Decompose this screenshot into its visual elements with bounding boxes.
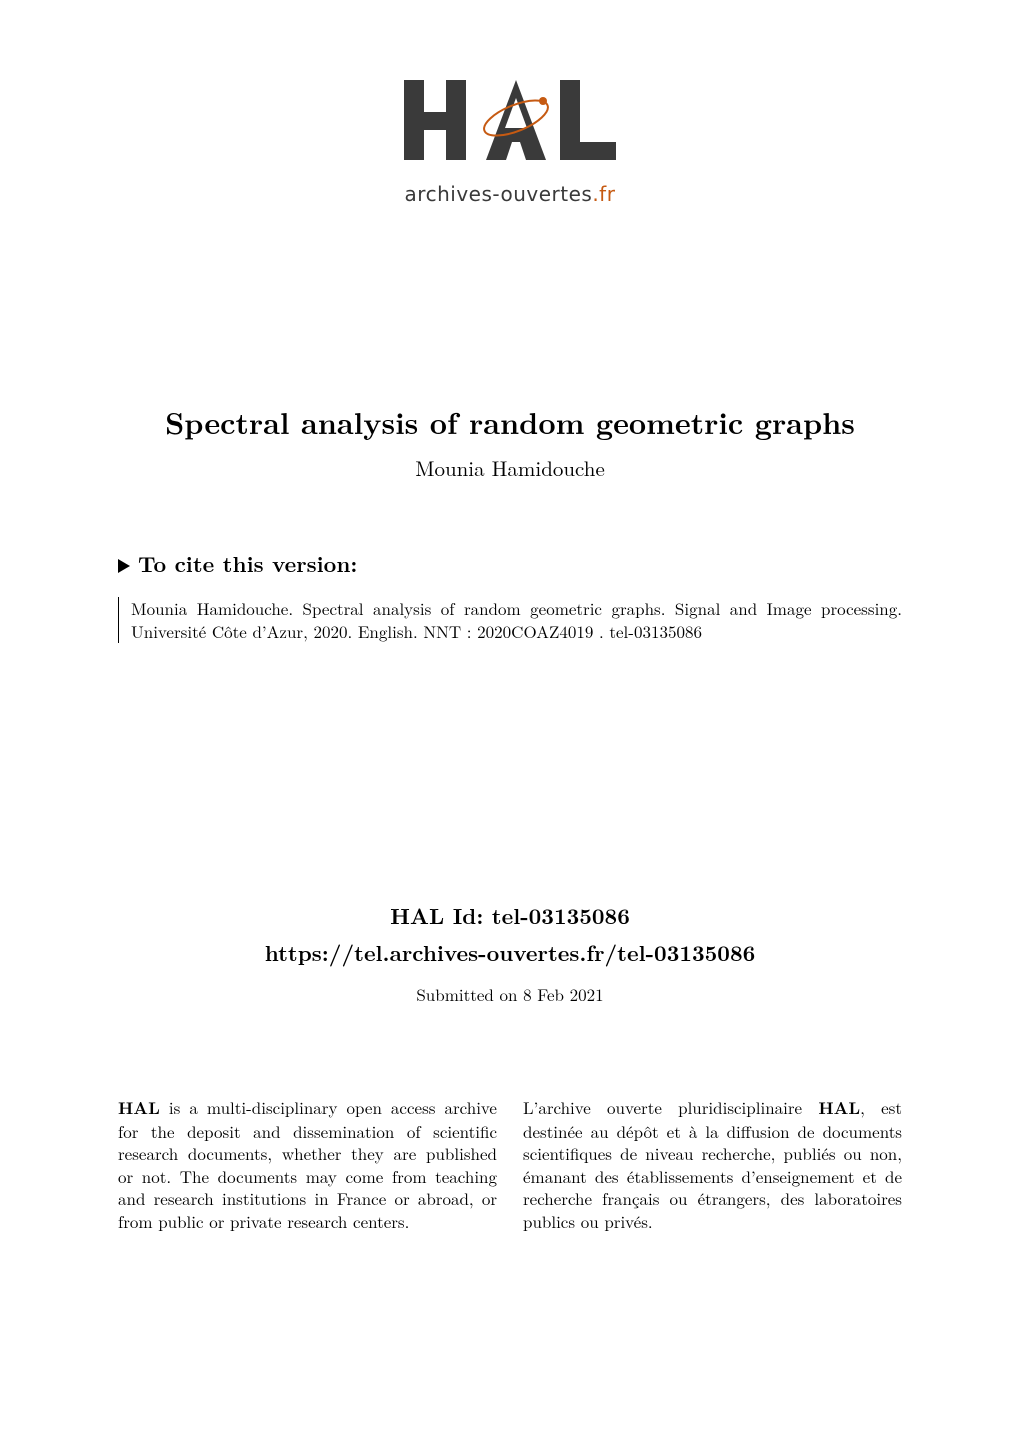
hal-url-line: https://tel.archives-ouvertes.fr/tel-031… bbox=[0, 937, 1020, 968]
paper-title: Spectral analysis of random geometric gr… bbox=[0, 400, 1020, 443]
footer-en-bold: HAL bbox=[118, 1096, 160, 1120]
footer-en-rest: is a multi-disciplinary open access arch… bbox=[118, 1095, 497, 1233]
footer-col-en: HAL is a multi-disciplinary open access … bbox=[118, 1096, 497, 1233]
hal-logo-svg bbox=[390, 66, 630, 176]
cite-heading-text: To cite this version: bbox=[138, 548, 357, 579]
footer-fr-bold: HAL bbox=[818, 1096, 860, 1120]
hal-cover-page: archives-ouvertes.fr Spectral analysis o… bbox=[0, 0, 1020, 1442]
cite-block: To cite this version: Mounia Hamidouche.… bbox=[118, 548, 902, 643]
logo-subtitle-suffix: .fr bbox=[592, 182, 615, 206]
hal-id-line: HAL Id: tel-03135086 bbox=[0, 900, 1020, 931]
cite-heading: To cite this version: bbox=[118, 548, 902, 579]
cite-body: Mounia Hamidouche. Spectral analysis of … bbox=[118, 597, 902, 643]
triangle-right-icon bbox=[118, 559, 130, 573]
logo-subtitle-prefix: archives-ouvertes bbox=[405, 182, 593, 206]
logo-subtitle: archives-ouvertes.fr bbox=[390, 182, 630, 206]
hal-logo: archives-ouvertes.fr bbox=[390, 66, 630, 206]
title-block: Spectral analysis of random geometric gr… bbox=[0, 400, 1020, 483]
footer-columns: HAL is a multi-disciplinary open access … bbox=[118, 1096, 902, 1233]
footer-fr-pre: L’archive ouverte pluridisciplinaire bbox=[523, 1095, 818, 1119]
submitted-line: Submitted on 8 Feb 2021 bbox=[0, 982, 1020, 1006]
paper-author: Mounia Hamidouche bbox=[0, 453, 1020, 483]
footer-col-fr: L’archive ouverte pluridisciplinaire HAL… bbox=[523, 1096, 902, 1233]
orbit-dot-icon bbox=[539, 97, 547, 105]
hal-id-block: HAL Id: tel-03135086 https://tel.archive… bbox=[0, 900, 1020, 1006]
